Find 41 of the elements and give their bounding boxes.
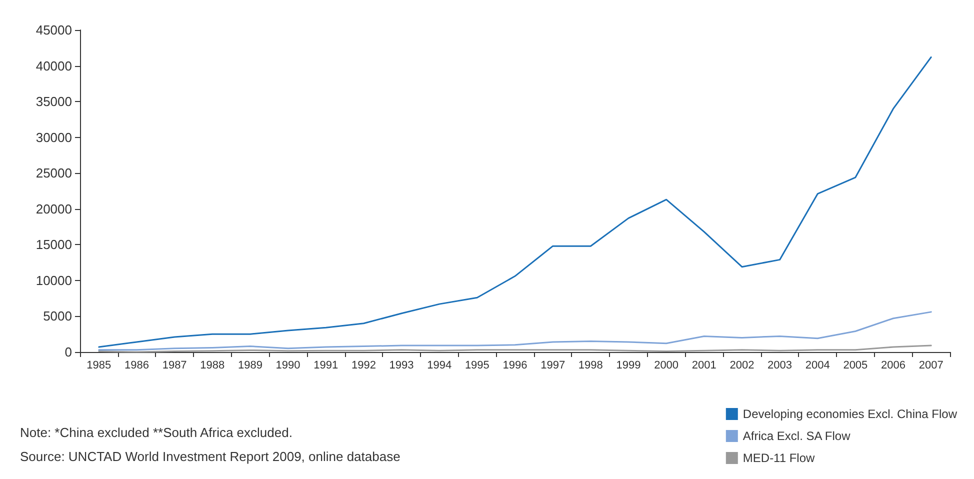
x-tick-label: 1989 — [238, 360, 262, 372]
x-tick-label: 1995 — [464, 360, 490, 372]
y-tick-label: 0 — [64, 344, 72, 360]
y-tick-label: 25000 — [36, 166, 72, 181]
line-series — [98, 56, 932, 348]
y-tick-label: 30000 — [36, 130, 72, 145]
x-tick-label: 1992 — [351, 360, 376, 372]
y-tick-label: 5000 — [43, 308, 72, 324]
x-tick-label: 2003 — [768, 360, 792, 372]
y-tick-label: 10000 — [36, 272, 72, 288]
x-tick-label: 2007 — [918, 360, 944, 372]
x-tick-label: 1999 — [616, 360, 641, 372]
x-tick-label: 1990 — [276, 360, 300, 372]
x-tick-label: 1991 — [314, 360, 338, 372]
line-series — [98, 344, 932, 353]
x-tick-label: 1987 — [162, 360, 187, 372]
line-series — [98, 311, 932, 351]
legend-label: Developing economies Excl. China Flow — [742, 407, 958, 421]
legend-label: Africa Excl. SA Flow — [742, 429, 851, 443]
x-tick-label: 2005 — [843, 360, 868, 372]
y-tick-label: 15000 — [36, 237, 72, 252]
x-tick-label: 1994 — [427, 360, 452, 372]
x-tick-label: 2002 — [730, 360, 754, 372]
x-tick-label: 1998 — [578, 360, 603, 372]
y-tick-label: 20000 — [36, 201, 72, 216]
x-tick-label: 1986 — [124, 360, 149, 372]
text: Note: *China excluded **South Africa excluded. — [20, 425, 292, 440]
y-tick-label: 35000 — [36, 94, 72, 110]
x-tick-label: 2000 — [654, 360, 679, 372]
y-tick-label: 45000 — [36, 22, 72, 38]
source-note: Source: UNCTAD World Investment Report 2009, online database — [20, 449, 400, 464]
x-tick-label: 1996 — [502, 360, 528, 372]
x-tick-label: 2006 — [881, 360, 906, 372]
x-tick-label: 1988 — [200, 360, 225, 372]
x-tick-label: 2004 — [805, 360, 830, 372]
x-tick-label: 1997 — [540, 360, 566, 372]
y-tick-label: 40000 — [36, 58, 72, 74]
legend-label: MED-11 Flow — [742, 451, 816, 465]
x-tick-label: 1985 — [86, 360, 112, 372]
x-tick-label: 1993 — [389, 360, 414, 372]
x-tick-label: 2001 — [692, 360, 716, 372]
